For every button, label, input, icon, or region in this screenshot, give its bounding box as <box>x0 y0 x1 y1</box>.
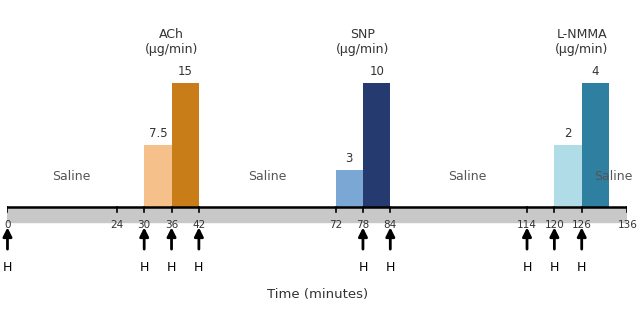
Bar <box>172 84 199 207</box>
Text: 36: 36 <box>165 220 178 230</box>
Text: H: H <box>3 261 12 274</box>
Bar <box>335 170 363 207</box>
Text: 84: 84 <box>383 220 397 230</box>
Text: H: H <box>358 261 367 274</box>
Text: Saline: Saline <box>248 170 287 183</box>
Text: 3: 3 <box>346 152 353 165</box>
Text: H: H <box>577 261 586 274</box>
Text: ACh
(μg/min): ACh (μg/min) <box>145 28 198 56</box>
Text: 2: 2 <box>564 127 572 140</box>
Text: 10: 10 <box>369 65 384 78</box>
Text: 114: 114 <box>517 220 537 230</box>
Text: H: H <box>194 261 204 274</box>
Bar <box>582 84 609 207</box>
Text: 42: 42 <box>192 220 205 230</box>
Text: 24: 24 <box>110 220 124 230</box>
Text: 4: 4 <box>591 65 599 78</box>
Text: SNP
(μg/min): SNP (μg/min) <box>336 28 390 56</box>
Text: 0: 0 <box>4 220 11 230</box>
Text: H: H <box>386 261 395 274</box>
Bar <box>8 207 627 222</box>
Bar <box>144 145 172 207</box>
Text: Saline: Saline <box>52 170 90 183</box>
Bar <box>554 145 582 207</box>
Text: Saline: Saline <box>449 170 487 183</box>
Text: L-NMMA
(μg/min): L-NMMA (μg/min) <box>555 28 609 56</box>
Text: 126: 126 <box>572 220 591 230</box>
Text: 78: 78 <box>356 220 369 230</box>
Text: 30: 30 <box>138 220 151 230</box>
Text: H: H <box>522 261 532 274</box>
Text: H: H <box>167 261 176 274</box>
Text: 120: 120 <box>545 220 564 230</box>
Text: 15: 15 <box>178 65 193 78</box>
Text: 136: 136 <box>618 220 637 230</box>
Text: Time (minutes): Time (minutes) <box>267 288 368 301</box>
Text: 7.5: 7.5 <box>148 127 167 140</box>
Text: Saline: Saline <box>595 170 633 183</box>
Bar <box>363 84 390 207</box>
Text: H: H <box>140 261 149 274</box>
Text: H: H <box>550 261 559 274</box>
Text: 72: 72 <box>329 220 342 230</box>
